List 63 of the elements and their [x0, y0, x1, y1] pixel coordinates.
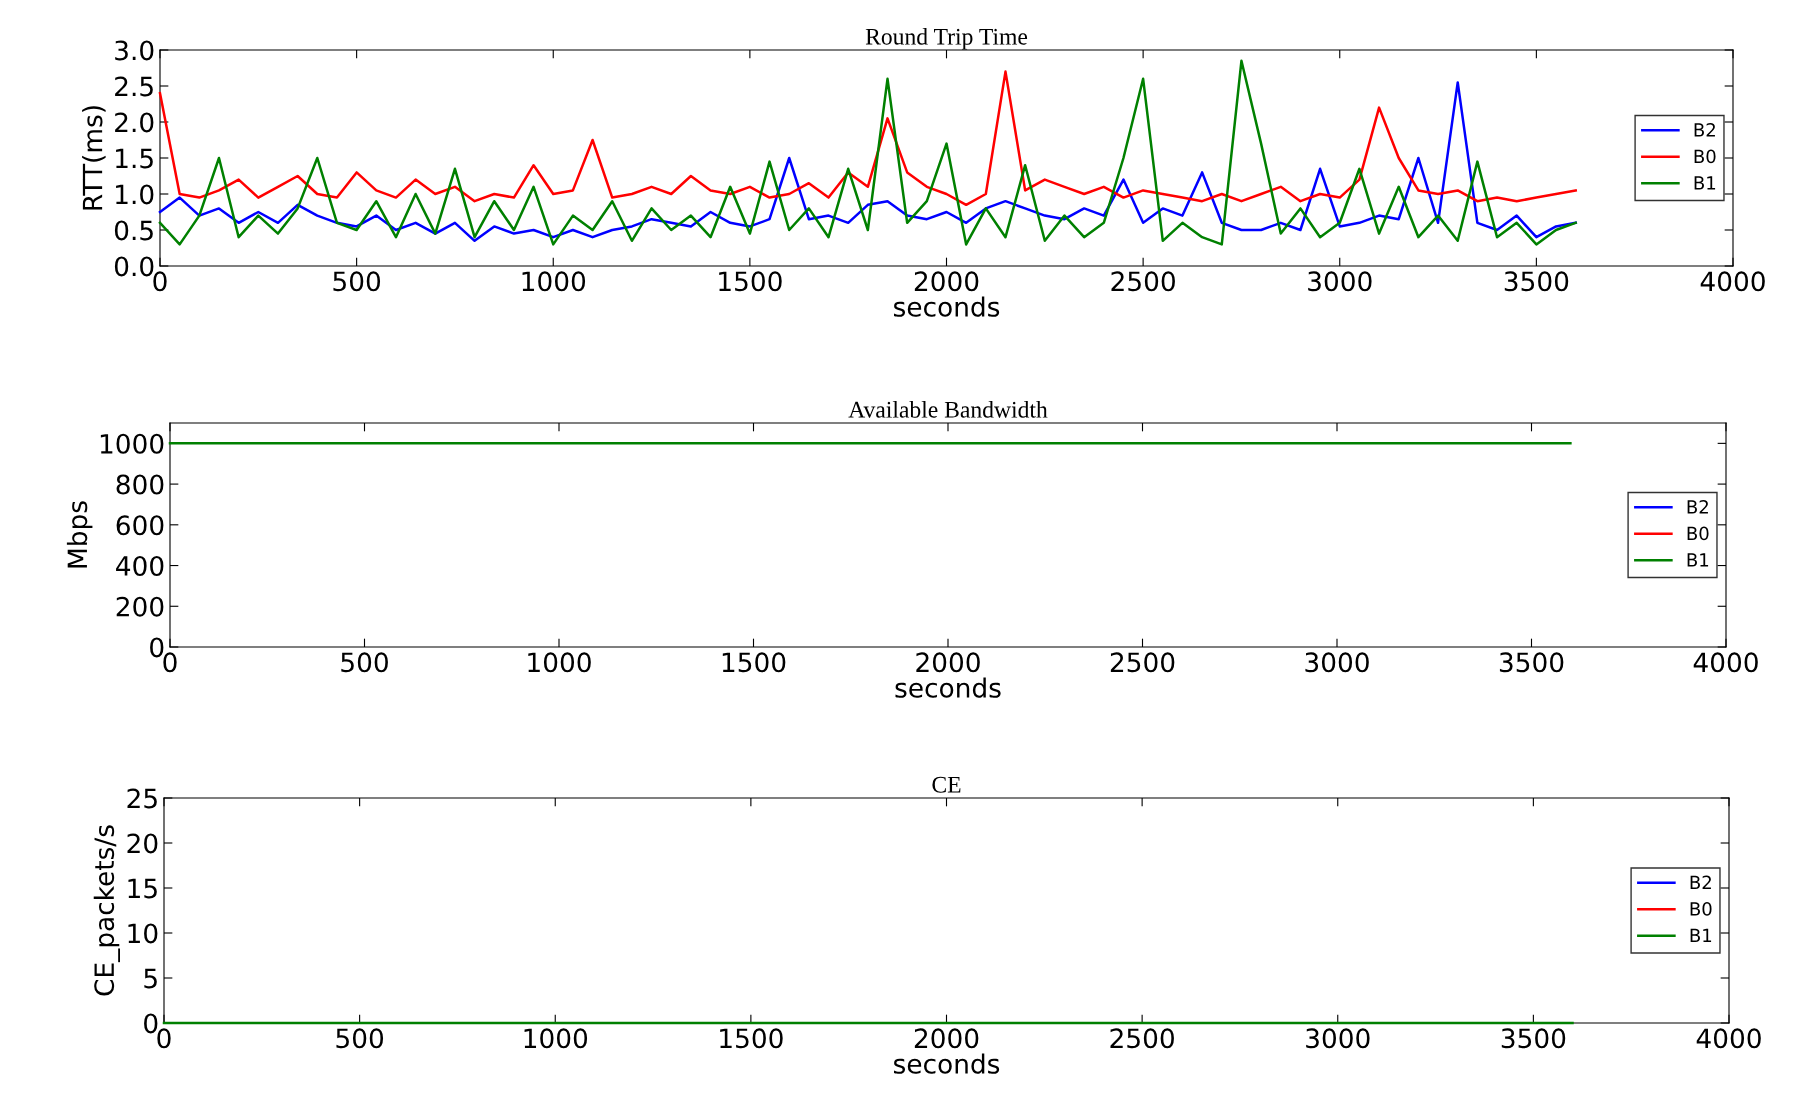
- y-axis-title: Mbps: [66, 501, 93, 568]
- y-tick-label: 1.0: [116, 184, 154, 205]
- legend-label: B2: [1690, 875, 1711, 889]
- x-tick-label: 500: [341, 652, 388, 673]
- x-tick-label: 2000: [916, 652, 980, 673]
- y-tick-label: 0.5: [114, 220, 153, 241]
- legend-label: B2: [1687, 500, 1708, 514]
- y-tick-label: 0: [144, 1013, 158, 1034]
- y-tick-label: 2.5: [115, 76, 153, 97]
- legend-label: B0: [1690, 902, 1712, 916]
- y-tick-label: 0.0: [114, 256, 154, 277]
- x-axis-title: seconds: [895, 677, 1001, 698]
- x-tick-label: 3500: [1504, 271, 1569, 292]
- x-tick-label: 4000: [1700, 271, 1765, 292]
- y-tick-label: 2.0: [115, 112, 154, 133]
- x-tick-label: 1500: [719, 271, 782, 292]
- y-tick-label: 25: [127, 788, 157, 809]
- y-tick-label: 600: [116, 515, 164, 536]
- legend-label: B1: [1687, 553, 1709, 567]
- x-tick-label: 2000: [914, 271, 979, 292]
- y-tick-label: 15: [128, 878, 157, 899]
- x-tick-label: 3000: [1308, 271, 1372, 292]
- y-tick-label: 20: [127, 833, 158, 854]
- y-tick-label: 800: [116, 474, 164, 495]
- legend-label: B2: [1694, 123, 1715, 137]
- x-tick-label: 2500: [1110, 1028, 1174, 1049]
- x-tick-label: 1500: [722, 652, 786, 673]
- x-tick-label: 2500: [1111, 271, 1175, 292]
- x-tick-label: 2500: [1110, 652, 1175, 673]
- legend-label: B0: [1694, 149, 1716, 164]
- x-tick-label: 1000: [528, 652, 591, 673]
- x-tick-label: 4000: [1696, 1028, 1761, 1049]
- x-tick-label: 500: [333, 271, 381, 292]
- y-tick-label: 1.5: [116, 148, 153, 169]
- x-tick-label: 4000: [1693, 652, 1758, 673]
- x-tick-label: 3000: [1306, 1028, 1370, 1049]
- x-axis-title: seconds: [894, 296, 1000, 317]
- x-tick-label: 3500: [1501, 1028, 1566, 1049]
- y-tick-label: 5: [144, 968, 157, 989]
- chart-title: CE: [932, 776, 961, 793]
- x-tick-label: 1000: [524, 1028, 588, 1049]
- x-tick-label: 1500: [720, 1028, 783, 1049]
- x-axis-title: seconds: [894, 1053, 1000, 1074]
- line-series: [158, 70, 1577, 207]
- legend-label: B1: [1694, 176, 1716, 190]
- y-tick-label: 3.0: [115, 40, 154, 61]
- chart-title: Round Trip Time: [865, 28, 1028, 50]
- x-tick-label: 3000: [1305, 652, 1369, 673]
- y-tick-label: 0: [150, 637, 164, 658]
- x-tick-label: 3500: [1499, 652, 1564, 673]
- y-tick-label: 200: [116, 596, 164, 617]
- x-tick-label: 0: [163, 652, 177, 673]
- legend-label: B1: [1690, 928, 1712, 942]
- y-axis-title: RTT(ms): [82, 106, 106, 210]
- y-tick-label: 10: [128, 923, 158, 944]
- x-tick-label: 1000: [522, 271, 586, 292]
- y-tick-label: 1000: [100, 433, 164, 454]
- y-axis-title: CE_packets/s: [93, 825, 120, 996]
- chart-title: Available Bandwidth: [848, 401, 1048, 418]
- legend-label: B0: [1687, 526, 1709, 541]
- y-tick-label: 400: [116, 555, 164, 576]
- x-tick-label: 2000: [914, 1028, 979, 1049]
- x-tick-label: 500: [336, 1028, 384, 1049]
